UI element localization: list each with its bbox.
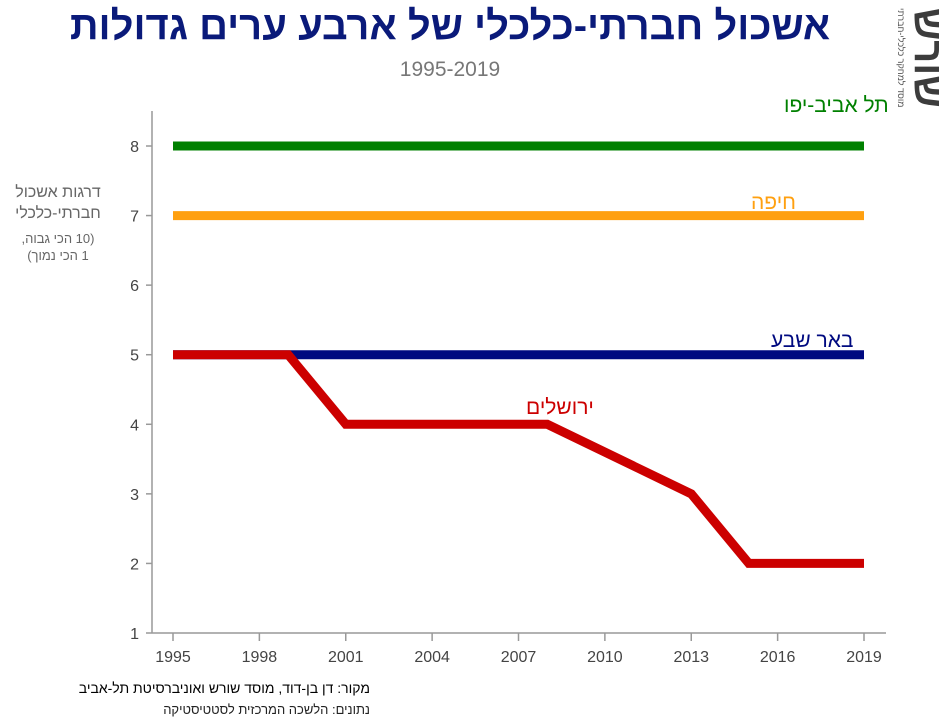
x-tick-label: 1998 — [242, 649, 278, 666]
y-tick-label: 2 — [130, 556, 139, 573]
series-label: באר שבע — [771, 329, 854, 352]
y-axis-label: דרגות אשכול חברתי-כלכלי (10 הכי גבוה, 1 … — [0, 182, 116, 264]
x-tick-label: 2007 — [501, 649, 537, 666]
series-line — [173, 350, 864, 568]
x-tick-label: 2001 — [328, 649, 364, 666]
y-tick-label: 6 — [130, 278, 139, 295]
data-source-note: נתונים: הלשכה המרכזית לסטטיסטיקה — [163, 702, 370, 717]
y-tick-label: 5 — [130, 348, 139, 365]
logo-wordmark: שורש — [906, 8, 950, 108]
chart-subtitle: 1995-2019 — [399, 58, 501, 81]
x-tick-label: 1995 — [155, 649, 191, 666]
series-label: תל אביב-יפו — [784, 94, 889, 117]
y-axis-note-line-2: 1 הכי נמוך) — [27, 248, 89, 263]
shoresh-logo: שורש מוסד למחקר כלכלי-חברתי — [896, 2, 952, 114]
series-label: ירושלים — [526, 396, 594, 419]
chart-title: אשכול חברתי-כלכלי של ארבע ערים גדולות — [69, 4, 831, 48]
x-tick-label: 2013 — [673, 649, 709, 666]
x-tick-label: 2019 — [846, 649, 882, 666]
series-label: חיפה — [751, 191, 796, 214]
y-tick-label: 1 — [130, 626, 139, 643]
x-tick-label: 2004 — [414, 649, 450, 666]
y-axis-title: דרגות אשכול חברתי-כלכלי — [15, 184, 101, 222]
x-tick-label: 2016 — [760, 649, 796, 666]
x-tick-label: 2010 — [587, 649, 623, 666]
y-axis-note-line-1: (10 הכי גבוה, — [21, 231, 95, 246]
y-tick-label: 3 — [130, 487, 139, 504]
source-note: מקור: דן בן-דוד, מוסד שורש ואוניברסיטת ת… — [78, 680, 370, 696]
y-tick-label: 8 — [130, 139, 139, 156]
y-tick-label: 4 — [130, 417, 139, 434]
y-tick-label: 7 — [130, 209, 139, 226]
logo-tagline: מוסד למחקר כלכלי-חברתי — [896, 8, 906, 108]
